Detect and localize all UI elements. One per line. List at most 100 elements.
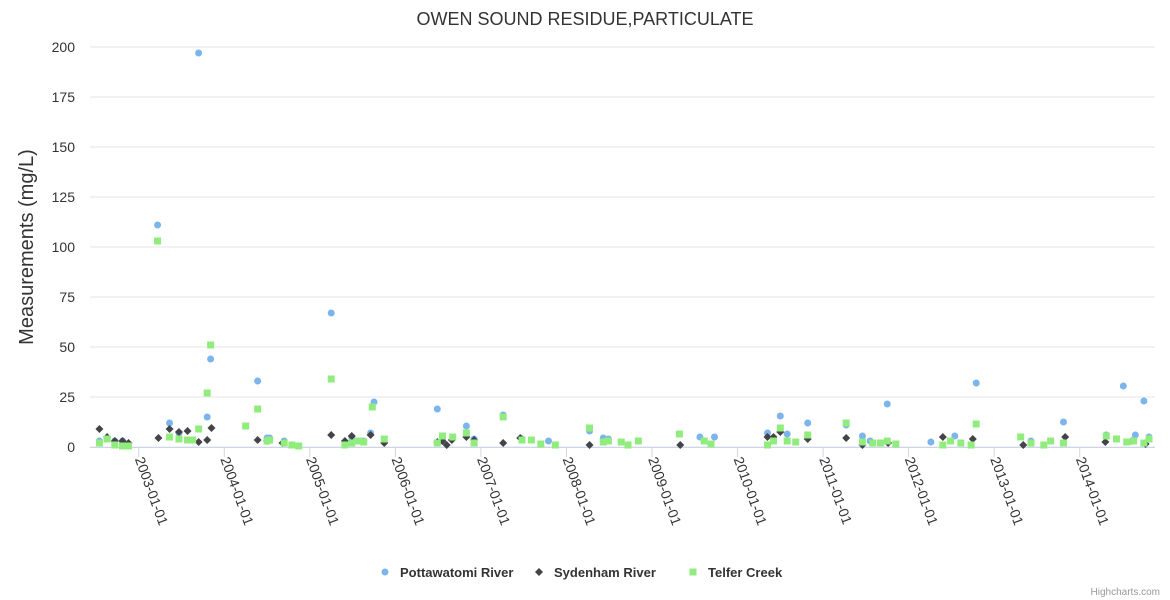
- legend-item-pottawatomi-river[interactable]: Pottawatomi River: [381, 565, 514, 580]
- data-point: [804, 419, 812, 427]
- y-tick-label: 50: [59, 339, 75, 355]
- data-point: [1017, 433, 1025, 441]
- data-point: [203, 413, 211, 421]
- legend-diamond-icon: [535, 568, 543, 576]
- data-point: [280, 439, 288, 447]
- data-point: [957, 439, 965, 447]
- data-point: [599, 438, 607, 446]
- x-tick-label: 2014-01-01: [1073, 455, 1113, 528]
- data-point: [1130, 437, 1138, 445]
- data-point: [348, 439, 356, 447]
- y-axis-title: Measurements (mg/L): [16, 149, 38, 345]
- data-point: [499, 439, 508, 447]
- x-tick-label: 2010-01-01: [731, 455, 771, 528]
- y-tick-label: 25: [59, 389, 75, 405]
- x-tick-label: 2005-01-01: [303, 455, 343, 528]
- data-point: [537, 440, 545, 448]
- data-point: [1040, 441, 1048, 449]
- chart-title: OWEN SOUND RESIDUE,PARTICULATE: [416, 9, 753, 29]
- data-point: [972, 420, 980, 428]
- data-point: [203, 389, 211, 397]
- legend-item-sydenham-river[interactable]: Sydenham River: [535, 565, 656, 580]
- data-point: [883, 437, 891, 445]
- legend-item-telfer-creek[interactable]: Telfer Creek: [689, 565, 783, 580]
- data-point: [1019, 441, 1028, 449]
- data-point: [624, 441, 632, 449]
- data-point: [366, 431, 375, 439]
- data-point: [947, 437, 955, 445]
- x-tick-label: 2004-01-01: [217, 455, 257, 528]
- data-point: [433, 439, 441, 447]
- data-point: [551, 441, 559, 449]
- data-point: [327, 431, 336, 439]
- data-point: [355, 437, 363, 445]
- data-point: [327, 375, 335, 383]
- data-point: [499, 413, 507, 421]
- data-point: [327, 309, 335, 317]
- data-point: [154, 434, 163, 442]
- data-point: [124, 442, 132, 450]
- data-point: [111, 441, 119, 449]
- series-telfer-creek: [95, 237, 1153, 450]
- data-point: [783, 437, 791, 445]
- data-point: [710, 433, 718, 441]
- data-point: [804, 431, 812, 439]
- y-axis-ticks: 0 25 50 75 100 125 150 175 200: [52, 39, 76, 455]
- data-point: [166, 433, 174, 441]
- legend-label: Telfer Creek: [708, 565, 783, 580]
- data-point: [154, 237, 162, 245]
- data-point: [195, 425, 203, 433]
- x-tick-label: 2009-01-01: [645, 455, 685, 528]
- data-point: [95, 439, 103, 447]
- data-point: [783, 430, 791, 438]
- data-point: [433, 405, 441, 413]
- data-point: [1102, 432, 1110, 440]
- data-point: [858, 432, 866, 440]
- data-point: [254, 405, 262, 413]
- data-point: [617, 438, 625, 446]
- data-point: [1119, 382, 1127, 390]
- legend-square-icon: [689, 568, 697, 576]
- data-point: [288, 441, 296, 449]
- data-point: [676, 441, 685, 449]
- data-point: [675, 430, 683, 438]
- data-point: [203, 436, 212, 444]
- data-point: [175, 435, 183, 443]
- data-point: [763, 441, 771, 449]
- data-point: [1123, 438, 1131, 446]
- data-point: [380, 435, 388, 443]
- data-point: [792, 438, 800, 446]
- data-point: [462, 422, 470, 430]
- data-point: [266, 436, 274, 444]
- legend-label: Sydenham River: [554, 565, 656, 580]
- data-point: [1145, 435, 1153, 443]
- data-point: [1059, 439, 1067, 447]
- data-point: [368, 403, 376, 411]
- data-point: [174, 428, 183, 436]
- data-point: [876, 439, 884, 447]
- data-point: [967, 441, 975, 449]
- x-tick-label: 2003-01-01: [132, 455, 172, 528]
- data-point: [1027, 439, 1035, 447]
- data-point: [763, 433, 772, 441]
- data-point: [858, 438, 866, 446]
- data-point: [938, 433, 947, 441]
- legend: Pottawatomi River Sydenham River Telfer Cr…: [381, 565, 783, 580]
- data-point: [166, 419, 174, 427]
- credits-link[interactable]: Highcharts.com: [1091, 587, 1160, 598]
- data-point: [1113, 435, 1121, 443]
- data-point: [165, 425, 174, 433]
- data-point: [194, 438, 203, 446]
- data-point: [195, 49, 203, 57]
- data-point: [189, 436, 197, 444]
- data-point: [360, 438, 368, 446]
- y-tick-label: 100: [52, 239, 76, 255]
- y-tick-label: 125: [52, 189, 76, 205]
- y-tick-label: 0: [67, 439, 75, 455]
- data-point: [769, 437, 777, 445]
- x-tick-label: 2006-01-01: [389, 455, 429, 528]
- grid-lines: [90, 46, 1155, 448]
- data-point: [103, 435, 111, 443]
